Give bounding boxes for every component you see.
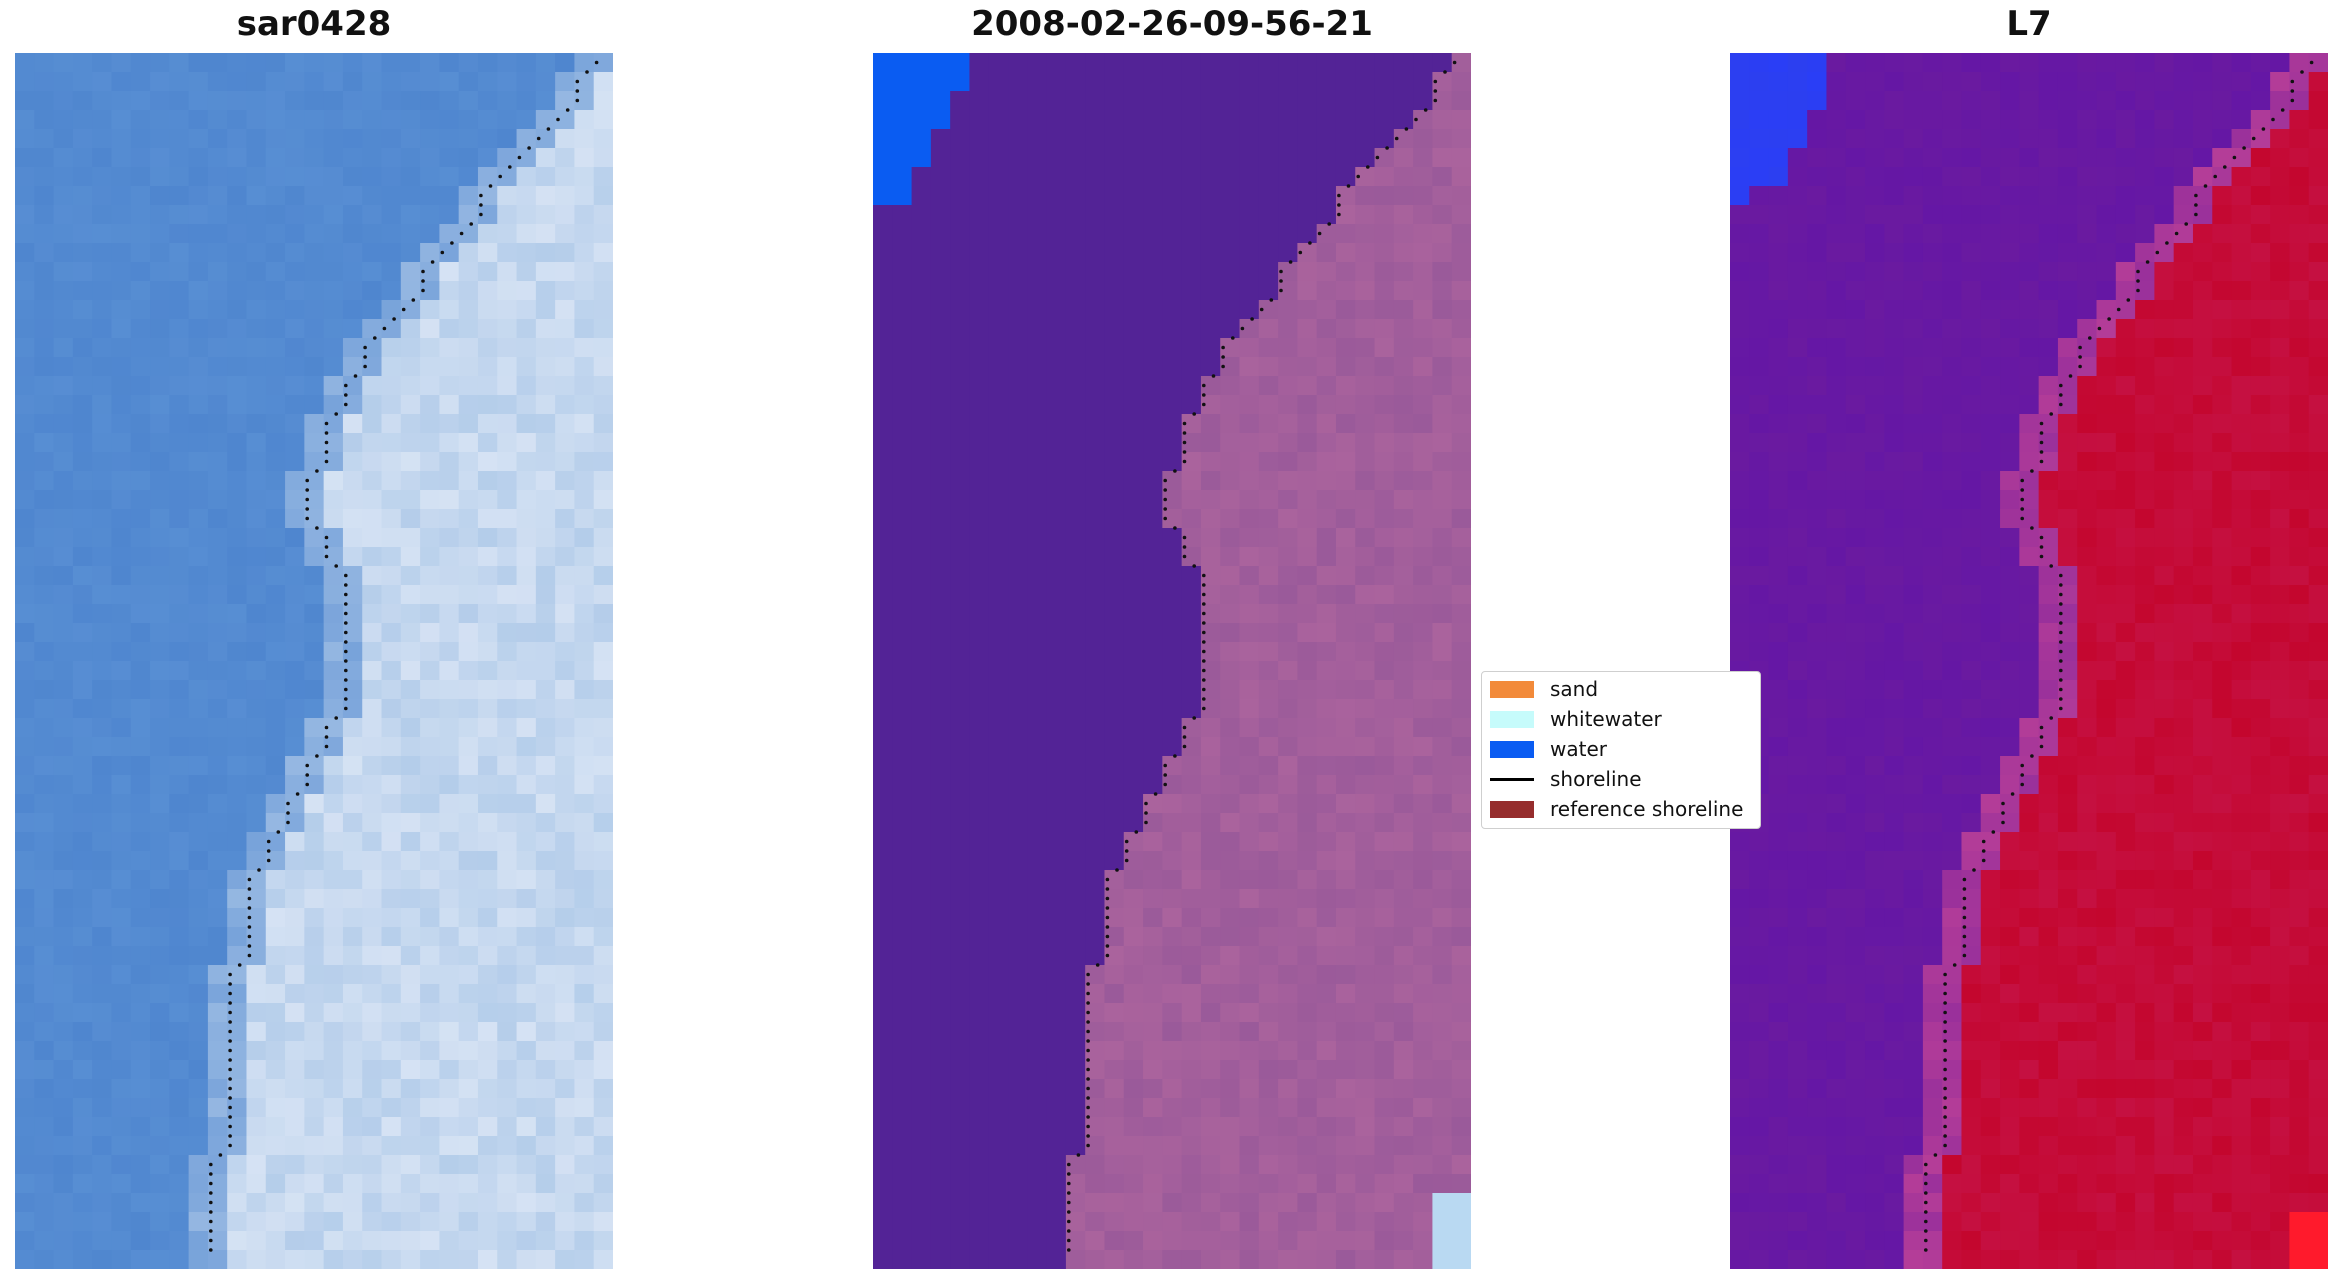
false-color-image [1730, 53, 2328, 1269]
reference-shoreline-swatch [1490, 800, 1534, 818]
whitewater-swatch [1490, 710, 1534, 728]
sand-swatch [1490, 680, 1534, 698]
shoreline-dots [1067, 60, 1457, 1252]
legend: sand whitewater water shoreline referenc… [1481, 671, 1761, 829]
rgb-image [15, 53, 613, 1269]
classified-image-panel [873, 53, 1471, 1269]
shoreline-dots [209, 60, 599, 1252]
legend-item-shoreline: shoreline [1490, 766, 1642, 792]
legend-label-water: water [1550, 737, 1607, 761]
classified-image [873, 53, 1471, 1269]
legend-label-shoreline: shoreline [1550, 767, 1642, 791]
panel-title-false-color: L7 [2006, 4, 2052, 44]
panel-title-classified: 2008-02-26-09-56-21 [971, 4, 1373, 44]
shoreline-swatch [1490, 777, 1534, 781]
legend-item-reference-shoreline: reference shoreline [1490, 796, 1743, 822]
legend-item-sand: sand [1490, 676, 1598, 702]
rgb-image-panel [15, 53, 613, 1269]
water-swatch [1490, 740, 1534, 758]
shoreline-dots [1924, 60, 2314, 1252]
legend-item-water: water [1490, 736, 1607, 762]
false-color-image-panel [1730, 53, 2328, 1269]
legend-label-reference-shoreline: reference shoreline [1550, 797, 1744, 821]
legend-item-whitewater: whitewater [1490, 706, 1662, 732]
legend-label-whitewater: whitewater [1550, 707, 1662, 731]
panel-title-rgb: sar0428 [236, 4, 392, 44]
legend-label-sand: sand [1550, 677, 1599, 701]
